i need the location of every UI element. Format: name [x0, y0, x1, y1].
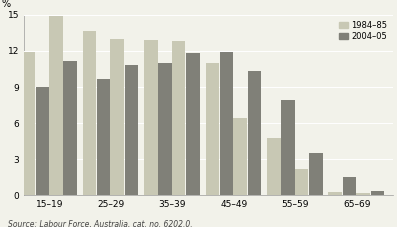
Bar — [83, 31, 96, 195]
Bar — [158, 63, 172, 195]
Text: Source: Labour Force, Australia, cat. no. 6202.0.: Source: Labour Force, Australia, cat. no… — [8, 220, 193, 227]
Bar — [206, 63, 219, 195]
Legend: 1984–85, 2004–05: 1984–85, 2004–05 — [338, 19, 389, 42]
Bar — [172, 41, 185, 195]
Bar — [343, 177, 357, 195]
Bar — [35, 87, 49, 195]
Bar — [233, 118, 247, 195]
Bar — [97, 79, 110, 195]
Bar — [64, 61, 77, 195]
Bar — [357, 193, 370, 195]
Bar — [21, 52, 35, 195]
Bar — [49, 16, 63, 195]
Bar — [144, 40, 158, 195]
Bar — [328, 192, 342, 195]
Bar — [267, 138, 281, 195]
Bar — [295, 169, 308, 195]
Bar — [309, 153, 323, 195]
Bar — [281, 100, 295, 195]
Bar — [125, 65, 138, 195]
Bar — [371, 190, 384, 195]
Y-axis label: %: % — [1, 0, 10, 10]
Bar — [220, 52, 233, 195]
Bar — [186, 53, 200, 195]
Bar — [248, 72, 261, 195]
Bar — [110, 39, 124, 195]
